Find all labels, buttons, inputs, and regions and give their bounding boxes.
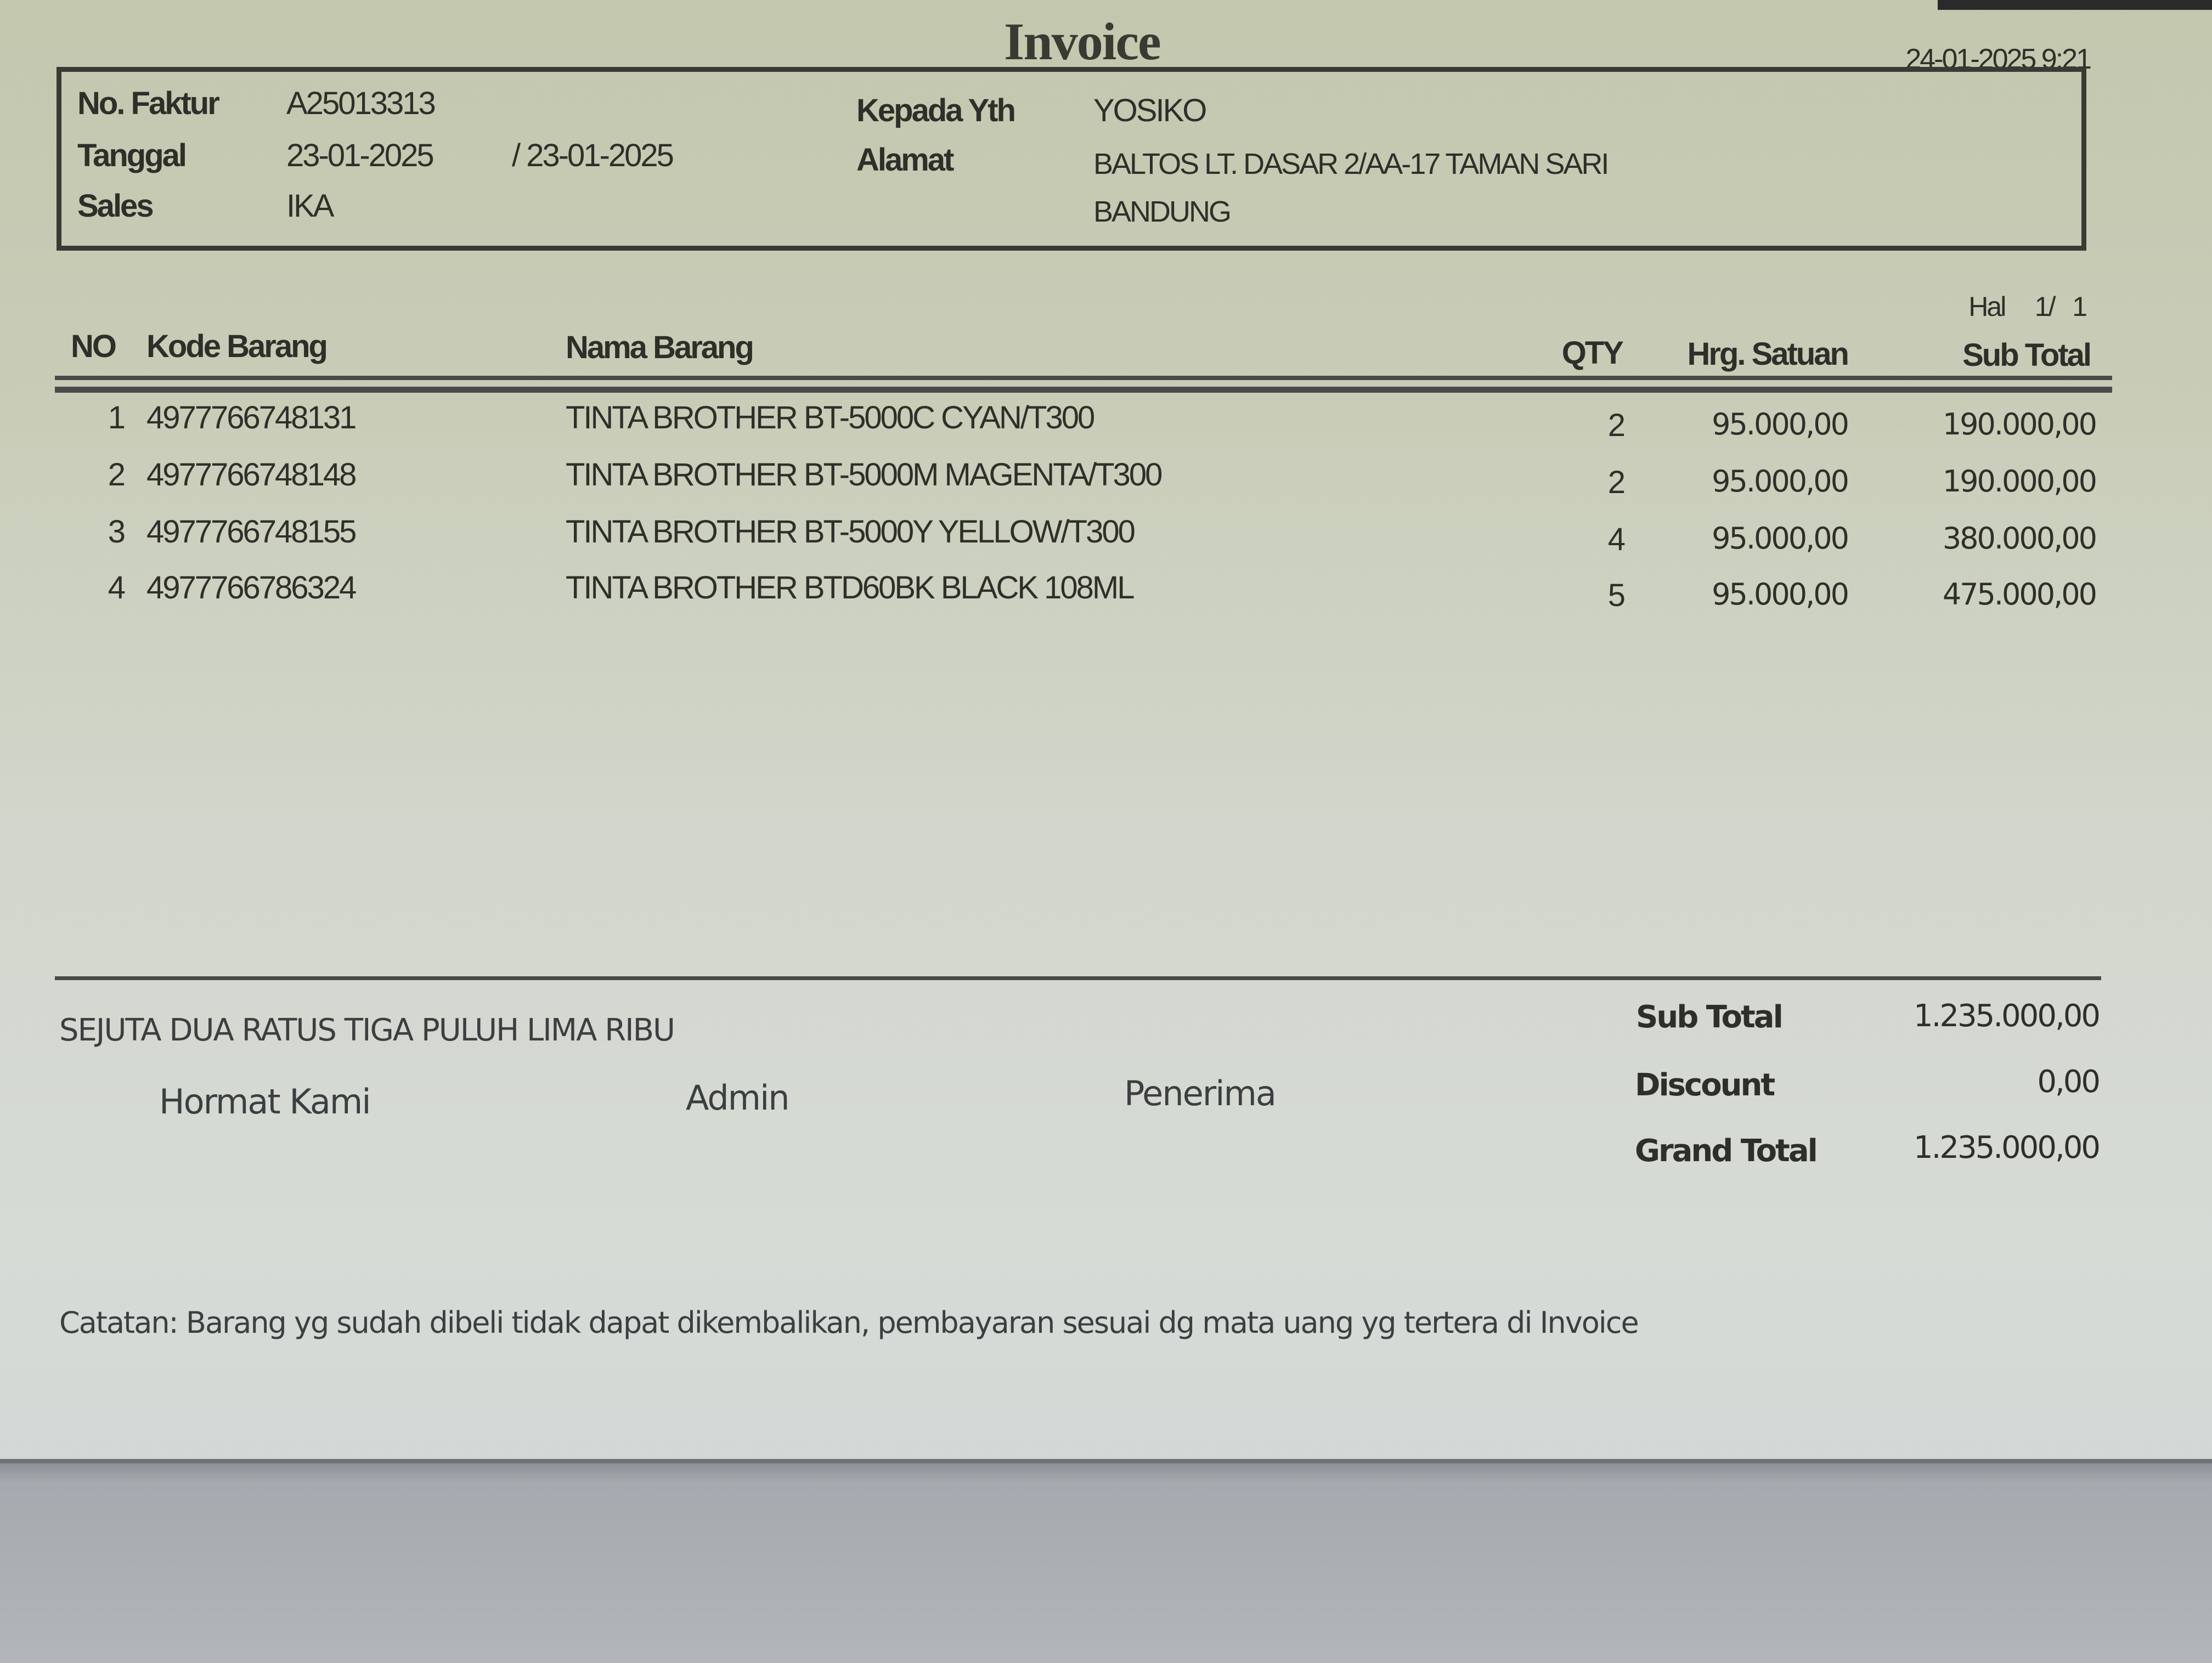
alamat-line-2: BANDUNG [1093, 195, 1232, 228]
discount-value: 0,00 [2037, 1064, 2101, 1100]
alamat-label: Alamat [856, 142, 954, 178]
grand-total-label: Grand Total [1635, 1133, 1818, 1169]
tanggal-label: Tanggal [77, 138, 187, 173]
window-bottom-area [0, 1459, 2212, 1663]
page-indicator: Hal 1/ 1 [1968, 291, 2087, 323]
footer-divider [55, 976, 2101, 980]
kepada-value: YOSIKO [1093, 93, 1207, 128]
cell-no: 3 [108, 514, 126, 550]
no-faktur-value: A25013313 [286, 86, 436, 121]
col-harga-satuan: Hrg. Satuan [1687, 336, 1849, 372]
tanggal-value-2: / 23-01-2025 [512, 138, 674, 173]
sales-label: Sales [77, 188, 154, 224]
kepada-label: Kepada Yth [856, 93, 1016, 128]
cell-kode-barang: 4977766748148 [146, 457, 357, 493]
col-no: NO [71, 329, 117, 364]
page-title: Invoice [1004, 12, 1161, 71]
screen-bezel [1938, 0, 2212, 10]
catatan-note: Catatan: Barang yg sudah dibeli tidak da… [59, 1305, 1639, 1340]
cell-sub-total: 475.000,00 [1942, 577, 2097, 612]
cell-nama-barang: TINTA BROTHER BT-5000M MAGENTA/T300 [566, 457, 1163, 493]
col-qty: QTY [1561, 335, 1624, 371]
terbilang: SEJUTA DUA RATUS TIGA PULUH LIMA RIBU [59, 1012, 675, 1048]
hormat-kami-label: Hormat Kami [159, 1082, 371, 1122]
col-kode-barang: Kode Barang [146, 329, 328, 364]
cell-kode-barang: 4977766786324 [146, 570, 357, 606]
cell-nama-barang: TINTA BROTHER BTD60BK BLACK 108ML [566, 570, 1135, 606]
cell-harga-satuan: 95.000,00 [1712, 464, 1849, 499]
grand-total-value: 1.235.000,00 [1913, 1130, 2101, 1166]
cell-harga-satuan: 95.000,00 [1712, 407, 1849, 442]
page-current: 1/ [2034, 291, 2056, 322]
cell-no: 4 [108, 570, 126, 606]
cell-harga-satuan: 95.000,00 [1712, 577, 1849, 612]
cell-nama-barang: TINTA BROTHER BT-5000C CYAN/T300 [566, 400, 1095, 435]
sales-value: IKA [286, 188, 334, 224]
cell-no: 1 [108, 400, 126, 435]
cell-sub-total: 190.000,00 [1942, 407, 2097, 442]
cell-nama-barang: TINTA BROTHER BT-5000Y YELLOW/T300 [566, 514, 1136, 550]
penerima-label: Penerima [1124, 1073, 1277, 1113]
col-sub-total: Sub Total [1962, 337, 2092, 373]
discount-label: Discount [1635, 1067, 1775, 1103]
cell-sub-total: 190.000,00 [1942, 464, 2097, 499]
page-total: 1 [2072, 291, 2087, 322]
admin-label: Admin [686, 1078, 790, 1118]
tanggal-value: 23-01-2025 [286, 138, 435, 173]
cell-harga-satuan: 95.000,00 [1712, 521, 1849, 556]
subtotal-value: 1.235.000,00 [1913, 998, 2101, 1034]
header-divider-top [55, 376, 2112, 380]
cell-no: 2 [108, 457, 126, 493]
cell-kode-barang: 4977766748155 [146, 514, 357, 550]
alamat-line-1: BALTOS LT. DASAR 2/AA-17 TAMAN SARI [1093, 148, 1609, 180]
cell-qty: 5 [1607, 578, 1626, 613]
cell-qty: 2 [1607, 465, 1626, 500]
page-label: Hal [1968, 291, 2006, 322]
no-faktur-label: No. Faktur [77, 86, 220, 121]
cell-qty: 2 [1607, 408, 1626, 443]
header-divider-bottom [55, 387, 2112, 393]
col-nama-barang: Nama Barang [566, 330, 754, 365]
subtotal-label: Sub Total [1636, 999, 1784, 1035]
cell-kode-barang: 4977766748131 [146, 400, 357, 435]
cell-sub-total: 380.000,00 [1942, 521, 2097, 556]
invoice-info-box [57, 67, 2086, 251]
cell-qty: 4 [1607, 522, 1626, 557]
